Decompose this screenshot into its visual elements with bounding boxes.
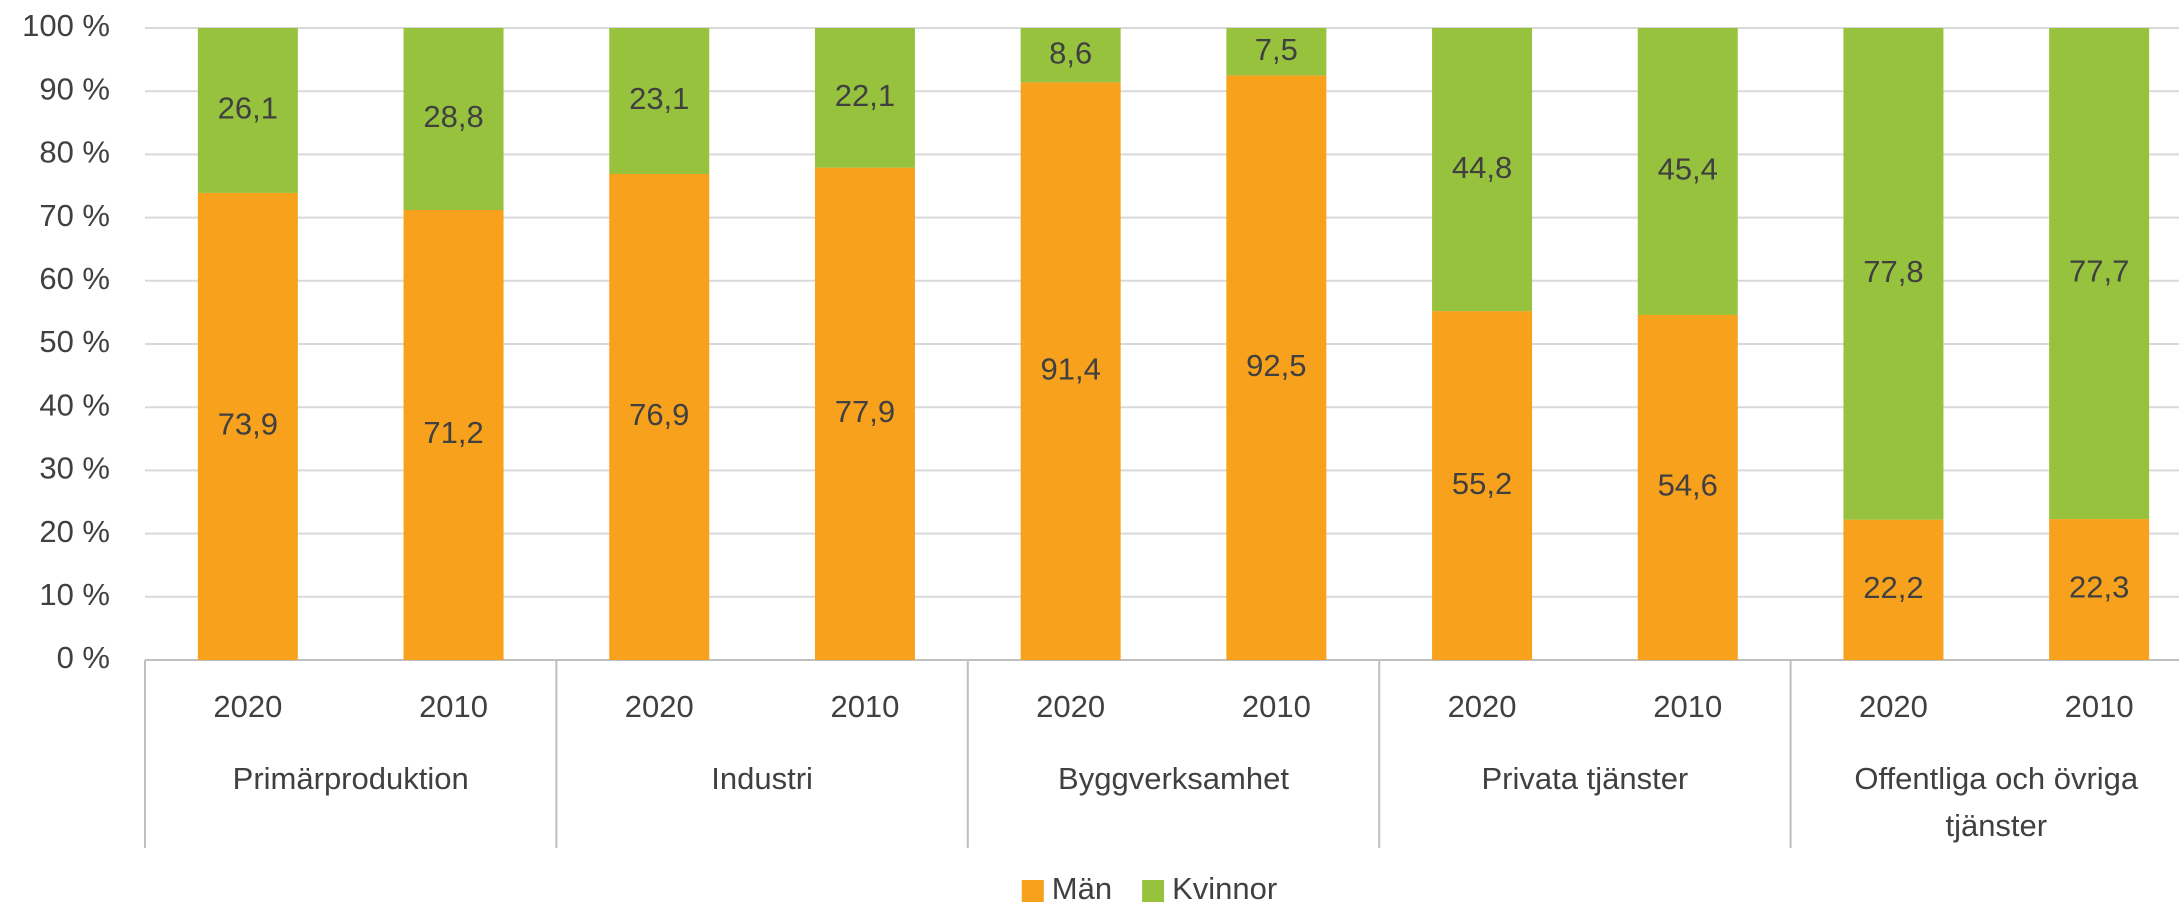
data-label: 8,6 bbox=[1049, 35, 1092, 70]
bar-segment bbox=[1432, 311, 1533, 660]
group-label: Privata tjänster bbox=[1481, 761, 1689, 796]
group-label: Offentliga och övriga tjänster bbox=[1854, 761, 2139, 843]
data-label: 22,1 bbox=[835, 78, 895, 113]
data-label: 28,8 bbox=[423, 99, 483, 134]
x-tick-label: 2020 bbox=[625, 689, 694, 724]
bar-segment bbox=[1432, 28, 1533, 312]
data-label: 77,7 bbox=[2069, 254, 2129, 289]
data-label: 26,1 bbox=[218, 91, 278, 126]
data-label: 45,4 bbox=[1658, 152, 1718, 187]
data-label: 7,5 bbox=[1255, 32, 1298, 67]
data-label: 73,9 bbox=[218, 407, 278, 442]
bar-segment bbox=[1226, 75, 1327, 660]
bar-segment bbox=[403, 210, 504, 661]
group-label: Industri bbox=[711, 761, 813, 796]
x-tick-label: 2010 bbox=[419, 689, 488, 724]
data-label: 76,9 bbox=[629, 397, 689, 432]
data-label: 22,2 bbox=[1863, 570, 1923, 605]
y-tick-label: 70 % bbox=[39, 198, 110, 233]
x-tick-label: 2010 bbox=[2065, 689, 2134, 724]
data-label: 77,9 bbox=[835, 394, 895, 429]
group-label: Byggverksamhet bbox=[1058, 761, 1289, 796]
bar-segment bbox=[1637, 314, 1738, 660]
bar-segment bbox=[609, 28, 710, 174]
data-label: 91,4 bbox=[1040, 351, 1100, 386]
x-tick-label: 2010 bbox=[1653, 689, 1722, 724]
y-tick-label: 20 % bbox=[39, 514, 110, 549]
bar-segment bbox=[1843, 519, 1944, 660]
data-label: 92,5 bbox=[1246, 348, 1306, 383]
y-tick-label: 50 % bbox=[39, 324, 110, 359]
data-label: 44,8 bbox=[1452, 150, 1512, 185]
legend-swatch bbox=[1142, 880, 1165, 902]
bar-segment bbox=[197, 28, 298, 193]
x-tick-label: 2010 bbox=[830, 689, 899, 724]
y-tick-label: 80 % bbox=[39, 135, 110, 170]
bar-segment bbox=[2049, 28, 2150, 520]
y-tick-label: 100 % bbox=[22, 8, 110, 43]
data-label: 77,8 bbox=[1863, 254, 1923, 289]
bar-segment bbox=[609, 173, 710, 660]
x-tick-label: 2010 bbox=[1242, 689, 1311, 724]
data-label: 71,2 bbox=[423, 415, 483, 450]
y-tick-label: 30 % bbox=[39, 451, 110, 486]
legend-label: Kvinnor bbox=[1172, 871, 1277, 906]
y-tick-label: 0 % bbox=[57, 640, 110, 675]
x-tick-label: 2020 bbox=[1859, 689, 1928, 724]
data-label: 22,3 bbox=[2069, 570, 2129, 605]
bar-segment bbox=[814, 167, 915, 660]
y-tick-label: 10 % bbox=[39, 577, 110, 612]
data-label: 55,2 bbox=[1452, 466, 1512, 501]
legend-swatch bbox=[1021, 880, 1044, 902]
bar-segment bbox=[1226, 28, 1327, 76]
bar-segment bbox=[403, 28, 504, 211]
bar-segment bbox=[814, 28, 915, 168]
bar-segment bbox=[1020, 28, 1121, 83]
y-tick-label: 40 % bbox=[39, 387, 110, 422]
data-label: 54,6 bbox=[1658, 468, 1718, 503]
x-tick-label: 2020 bbox=[1036, 689, 1105, 724]
bar-segment bbox=[197, 192, 298, 660]
bar-segment bbox=[1637, 28, 1738, 315]
y-tick-label: 60 % bbox=[39, 261, 110, 296]
x-tick-label: 2020 bbox=[1448, 689, 1517, 724]
group-label: Primärproduktion bbox=[232, 761, 469, 796]
x-tick-label: 2020 bbox=[213, 689, 282, 724]
legend-label: Män bbox=[1052, 871, 1112, 906]
bar-segment bbox=[1843, 28, 1944, 520]
y-tick-label: 90 % bbox=[39, 71, 110, 106]
data-label: 23,1 bbox=[629, 81, 689, 116]
bar-segment bbox=[2049, 519, 2150, 660]
bar-segment bbox=[1020, 82, 1121, 661]
